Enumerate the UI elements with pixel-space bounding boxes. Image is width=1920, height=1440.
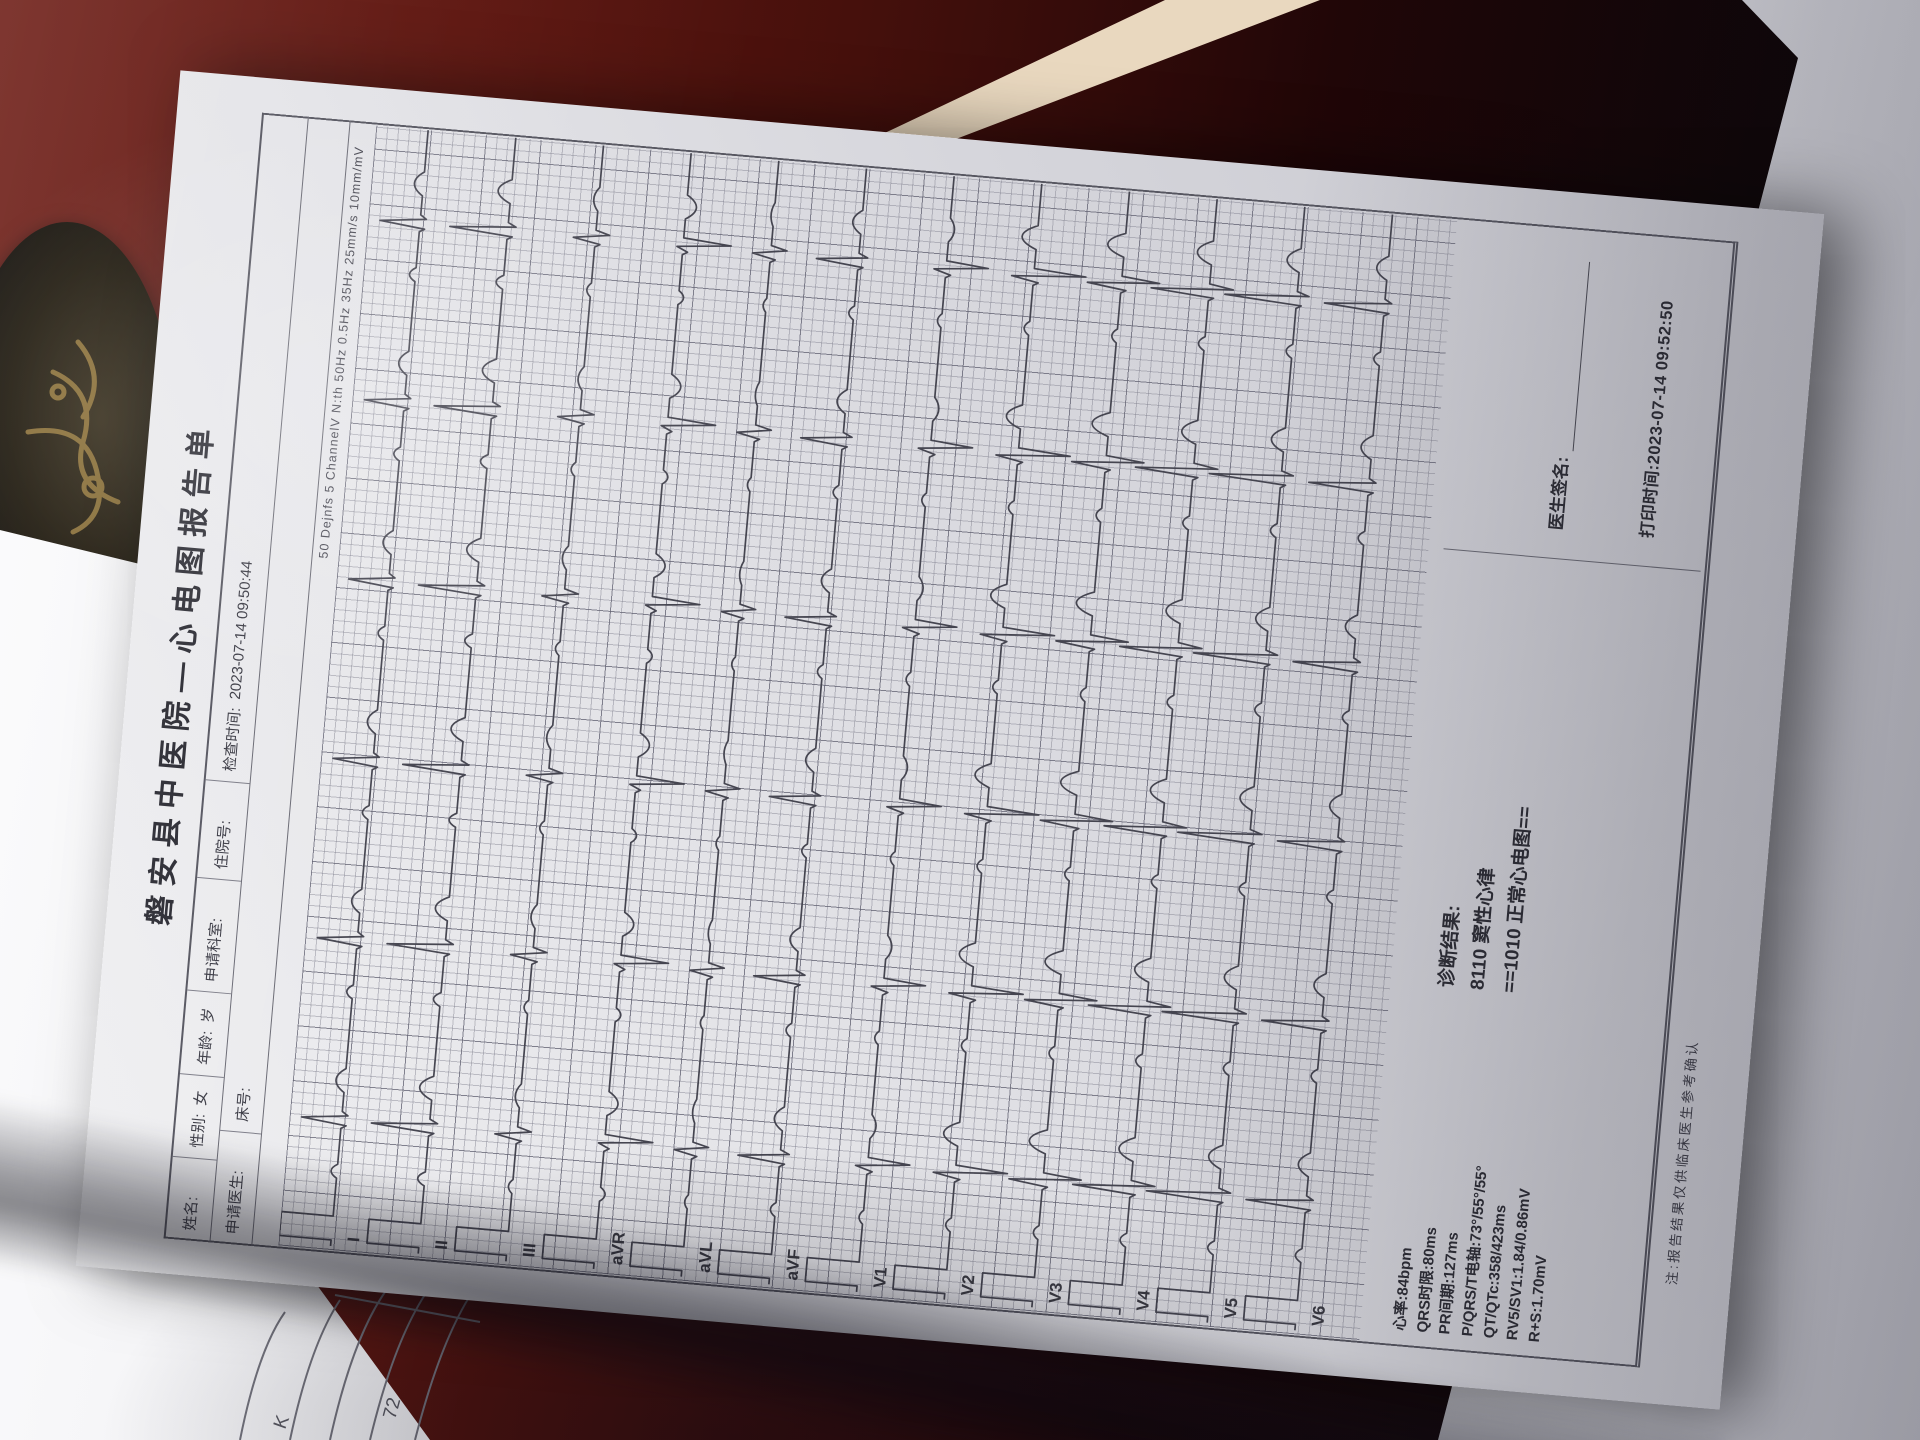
under-sheet-text-72: 72: [380, 1395, 406, 1421]
print-time: 打印时间:2023-07-14 09:52:50: [1638, 299, 1678, 539]
under-sheet-text-k: K: [270, 1412, 294, 1431]
lead-label-aVF: aVF: [782, 1248, 804, 1281]
ecg-report-sheet: 磐安县中医院—心电图报告单 姓名: 性别: 女 年龄: 岁 申请科室: 住院号:…: [75, 70, 1825, 1410]
lead-trace-V3: [979, 189, 1161, 1308]
lead-trace-aVR: [541, 151, 733, 1270]
header-field: 性别: 女: [172, 1072, 224, 1160]
lead-label-I: I: [344, 1236, 363, 1242]
ecg-lead-traces: I II III aVR aVL aVF V1 V2 V3 V4 V5 V6: [278, 128, 1394, 1331]
lead-label-V6: V6: [1308, 1305, 1329, 1327]
lead-label-aVR: aVR: [607, 1231, 629, 1266]
lead-trace-V2: [892, 181, 1087, 1300]
lead-label-V5: V5: [1221, 1297, 1242, 1319]
lead-trace-I: [278, 128, 430, 1247]
diagnosis-block: 诊断结果: 8110 窦性心律 ==1010 正常心电图==: [1405, 549, 1701, 1016]
lead-label-V4: V4: [1133, 1289, 1154, 1312]
doctor-signature-row: 医生签名:: [1542, 260, 1591, 531]
header-field: 年龄: 岁: [180, 989, 232, 1077]
ecg-grid: I II III aVR aVL aVF V1 V2 V3 V4 V5 V6: [278, 125, 1458, 1340]
lead-label-aVL: aVL: [695, 1241, 717, 1274]
lead-trace-V5: [1145, 204, 1310, 1323]
footer-note: 注:报告结果仅供临床医生参考确认: [1664, 1038, 1701, 1286]
lead-trace-aVF: [716, 166, 869, 1285]
lead-trace-III: [453, 143, 611, 1262]
lead-label-III: III: [519, 1242, 539, 1258]
lead-label-II: II: [432, 1239, 452, 1250]
lead-trace-aVL: [629, 158, 788, 1277]
lead-label-V1: V1: [870, 1266, 891, 1288]
lead-trace-II: [366, 135, 517, 1254]
signature-label: 医生签名:: [1546, 455, 1572, 531]
measurements-block: 心率:84bpm QRS时限:80ms PR间期:127ms P/QRS/T电轴:73…: [1374, 994, 1662, 1365]
header-field: 申请医生:: [209, 1129, 262, 1247]
gold-floral-pattern-icon: [25, 339, 121, 535]
lead-label-V2: V2: [958, 1274, 979, 1296]
signature-area: 医生签名: 打印时间:2023-07-14 09:52:50: [1443, 220, 1730, 572]
signature-blank-line: [1572, 262, 1591, 452]
lead-label-V3: V3: [1045, 1282, 1066, 1304]
header-field: 姓名:: [165, 1155, 217, 1243]
lead-trace-V1: [804, 174, 990, 1293]
